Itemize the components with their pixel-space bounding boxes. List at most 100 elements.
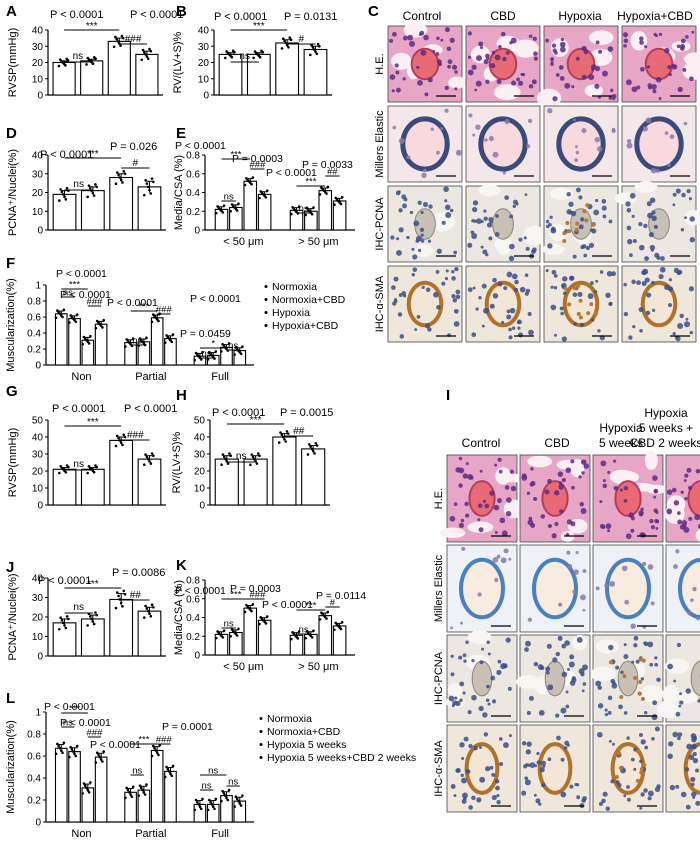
positive-cell <box>618 765 623 770</box>
nucleus <box>444 85 449 91</box>
nucleus <box>652 89 657 94</box>
nucleus <box>556 735 561 741</box>
nucleus <box>528 516 533 521</box>
nucleus <box>619 488 623 492</box>
data-point <box>215 636 218 640</box>
data-point <box>215 211 218 215</box>
nucleus <box>685 317 689 321</box>
nucleus <box>549 215 553 219</box>
p-value: P < 0.0001 <box>40 149 93 161</box>
data-point <box>88 615 92 618</box>
nucleus <box>689 237 695 243</box>
nucleus <box>675 336 681 342</box>
nucleus <box>571 677 577 683</box>
data-point <box>122 433 126 437</box>
nucleus <box>666 508 673 515</box>
nucleus <box>550 304 557 311</box>
micrograph-sma <box>592 724 664 813</box>
bar <box>109 176 134 231</box>
data-point <box>117 173 120 177</box>
data-point <box>69 745 72 749</box>
alveolar-space <box>435 213 456 230</box>
data-point <box>250 453 253 456</box>
sig-label: ### <box>87 297 104 308</box>
nucleus <box>626 207 632 213</box>
nucleus <box>577 291 583 297</box>
nucleus <box>475 307 479 311</box>
data-point <box>312 48 316 51</box>
nucleus <box>611 742 615 746</box>
nucleus <box>566 192 572 197</box>
micrograph-pcna <box>656 634 700 723</box>
data-point <box>311 449 315 453</box>
nucleus <box>683 479 687 482</box>
nucleus <box>610 779 615 784</box>
nucleus <box>391 89 395 93</box>
nucleus <box>608 644 614 651</box>
nucleus <box>651 280 655 285</box>
bar <box>124 791 137 823</box>
nucleus <box>467 31 473 36</box>
positive-cell <box>637 691 642 696</box>
data-point <box>61 193 65 196</box>
nucleus <box>568 201 574 207</box>
nucleus <box>454 696 458 700</box>
nucleus <box>629 253 633 258</box>
nucleus <box>479 776 486 783</box>
micrograph-he <box>440 454 528 543</box>
nucleus <box>573 569 579 575</box>
nucleus <box>567 668 570 671</box>
nucleus <box>638 732 643 737</box>
nucleus <box>677 322 684 329</box>
data-point <box>308 53 312 57</box>
nucleus <box>646 201 652 207</box>
y-tick-label: 0.4 <box>27 774 41 785</box>
sig-label: ns <box>73 602 84 613</box>
nucleus <box>462 691 466 695</box>
data-point <box>71 750 75 753</box>
nucleus <box>497 281 503 287</box>
positive-cell <box>567 229 572 234</box>
nucleus <box>672 192 677 197</box>
y-tick-label: 0.8 <box>186 151 200 162</box>
nucleus <box>409 210 414 215</box>
data-point <box>123 435 127 439</box>
nucleus <box>498 44 502 49</box>
nucleus <box>464 501 469 507</box>
nucleus <box>557 635 563 641</box>
nucleus <box>468 743 473 749</box>
nucleus <box>659 266 666 273</box>
nucleus <box>640 792 645 797</box>
nucleus <box>506 271 513 278</box>
nucleus <box>692 751 697 757</box>
positive-cell <box>576 283 581 288</box>
nucleus <box>413 220 420 227</box>
bar <box>243 180 258 231</box>
y-tick-label: 40 <box>194 433 206 444</box>
data-point <box>264 196 268 199</box>
nucleus <box>478 296 482 300</box>
x-group-label: Full <box>211 371 229 383</box>
nucleus <box>653 508 658 513</box>
data-point <box>261 50 265 54</box>
nucleus <box>636 85 641 90</box>
nucleus <box>690 733 697 739</box>
alveolar-space <box>684 52 700 66</box>
data-point <box>150 320 154 324</box>
nucleus <box>655 527 659 530</box>
alveolar-space <box>448 76 467 89</box>
data-point <box>152 605 155 609</box>
nucleus <box>422 201 429 208</box>
sig-label: ns <box>228 341 238 352</box>
p-value: P < 0.0001 <box>50 9 103 21</box>
nucleus <box>578 195 583 200</box>
vessel <box>690 660 700 697</box>
p-value: P = 0.0131 <box>284 11 337 23</box>
sig-label: ns <box>299 204 309 215</box>
data-point <box>163 341 167 344</box>
nucleus <box>547 243 553 249</box>
data-point <box>146 457 150 461</box>
nucleus <box>523 764 528 769</box>
alveolar-space <box>527 455 553 468</box>
nucleus <box>623 44 627 48</box>
